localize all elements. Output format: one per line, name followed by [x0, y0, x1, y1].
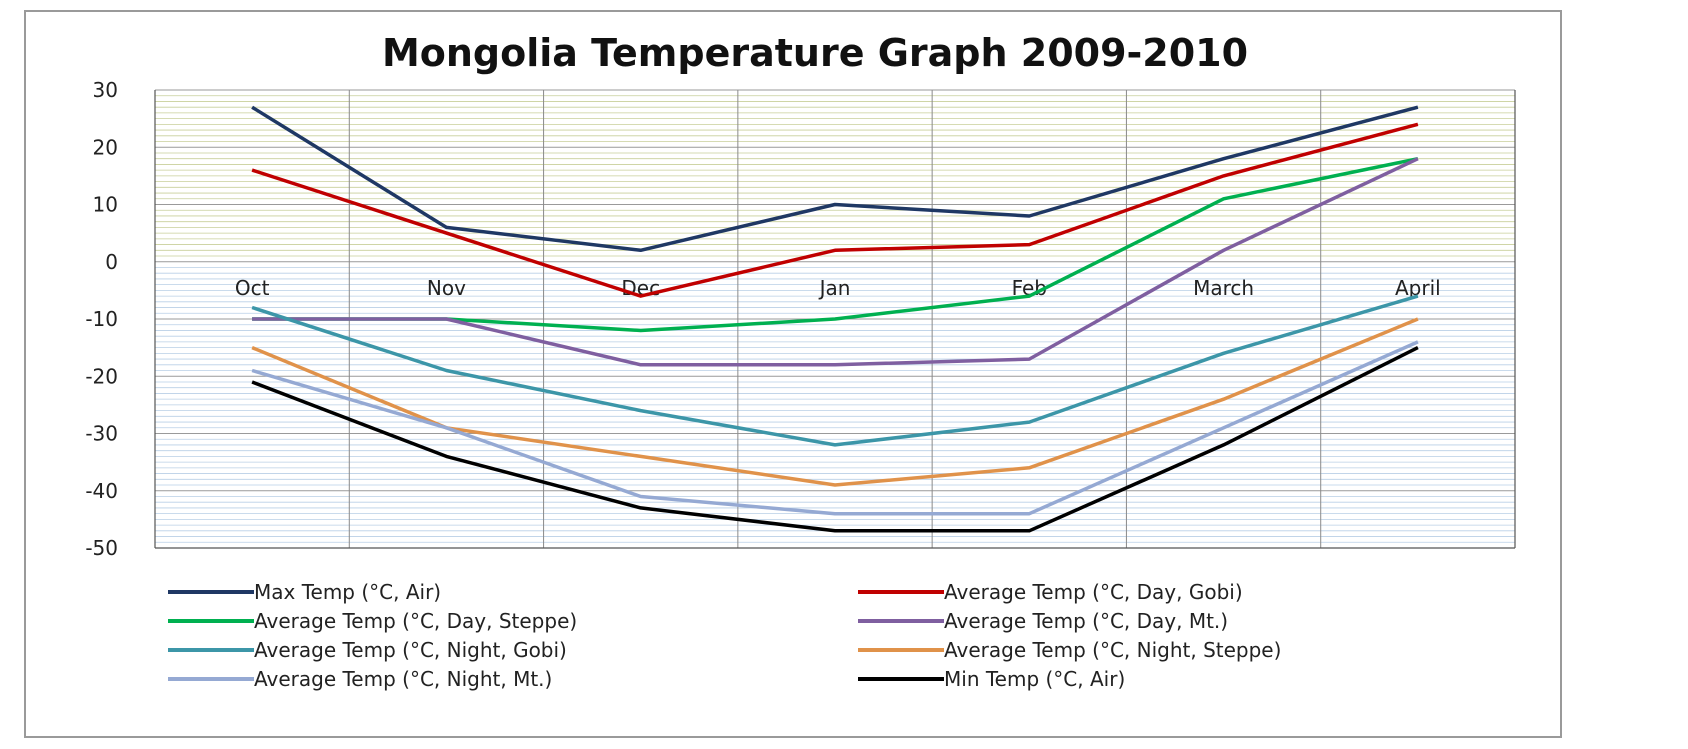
legend-label: Average Temp (°C, Day, Gobi): [944, 580, 1243, 604]
y-tick-label: -50: [85, 536, 118, 560]
legend-label: Max Temp (°C, Air): [254, 580, 441, 604]
series-line: [251, 105, 1419, 253]
y-tick-label: 20: [93, 135, 118, 159]
legend-item: Min Temp (°C, Air): [858, 667, 1125, 691]
legend-item: Average Temp (°C, Night, Steppe): [858, 638, 1281, 662]
series-line: [251, 122, 1419, 298]
grid-lines: [155, 89, 1515, 549]
series-line: [252, 157, 1419, 367]
chart-title: Mongolia Temperature Graph 2009-2010: [382, 31, 1248, 75]
legend-item: Average Temp (°C, Night, Mt.): [168, 667, 552, 691]
y-tick-label: -30: [85, 422, 118, 446]
legend-item: Average Temp (°C, Day, Mt.): [858, 609, 1228, 633]
legend-label: Average Temp (°C, Night, Mt.): [254, 667, 552, 691]
legend-label: Average Temp (°C, Day, Mt.): [944, 609, 1228, 633]
y-tick-label: 30: [93, 78, 118, 102]
legend-item: Max Temp (°C, Air): [168, 580, 441, 604]
legend-item: Average Temp (°C, Night, Gobi): [168, 638, 567, 662]
x-category-label: Oct: [235, 276, 270, 300]
chart-frame: [24, 10, 1562, 738]
legend-label: Average Temp (°C, Night, Gobi): [254, 638, 567, 662]
series-line: [251, 317, 1419, 487]
y-tick-label: -20: [85, 364, 118, 388]
y-tick-label: -40: [85, 479, 118, 503]
series-line: [251, 294, 1419, 447]
legend: Max Temp (°C, Air) Average Temp (°C, Day,…: [168, 580, 1281, 691]
series-lines: [251, 105, 1419, 533]
x-category-label: Nov: [427, 276, 466, 300]
x-category-label: March: [1193, 276, 1254, 300]
legend-label: Average Temp (°C, Day, Steppe): [254, 609, 577, 633]
series-line: [251, 346, 1419, 533]
y-tick-label: 10: [93, 193, 118, 217]
y-tick-label: -10: [85, 307, 118, 331]
y-tick-label: 0: [105, 250, 118, 274]
legend-label: Min Temp (°C, Air): [944, 667, 1125, 691]
legend-item: Average Temp (°C, Day, Steppe): [168, 609, 577, 633]
series-line: [251, 340, 1419, 516]
legend-item: Average Temp (°C, Day, Gobi): [858, 580, 1243, 604]
legend-label: Average Temp (°C, Night, Steppe): [944, 638, 1281, 662]
x-category-label: Jan: [818, 276, 851, 300]
